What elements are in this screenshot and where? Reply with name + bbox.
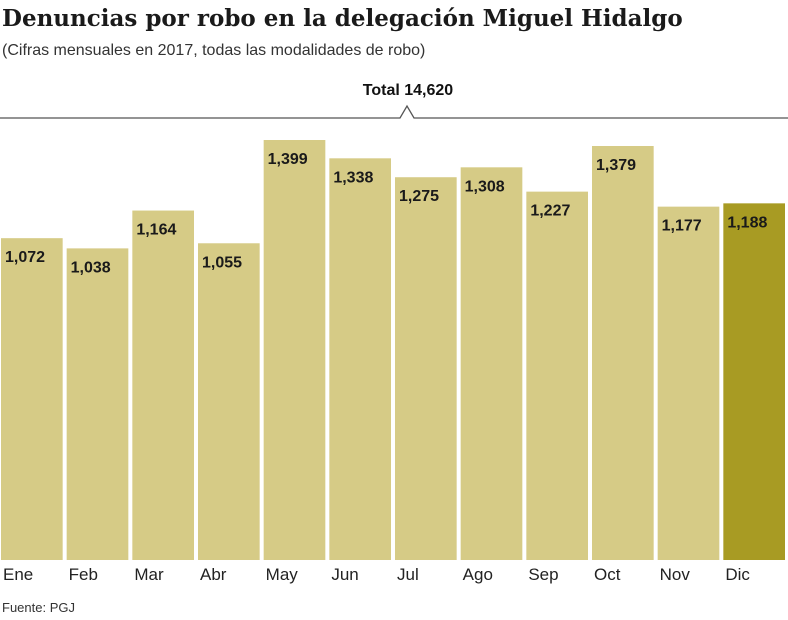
value-label: 1,399 [268, 151, 308, 168]
bar [723, 203, 785, 560]
value-label: 1,177 [662, 218, 702, 235]
bar [1, 238, 63, 561]
chart-subtitle: (Cifras mensuales en 2017, todas las mod… [2, 42, 425, 59]
bar [657, 206, 720, 561]
x-tick-label: Jun [331, 565, 358, 584]
x-tick-label: Feb [69, 565, 98, 584]
bar [592, 146, 654, 561]
chart-title: Denuncias por robo en la delegación Migu… [2, 5, 683, 32]
value-label: 1,308 [465, 178, 505, 195]
bar [66, 248, 129, 560]
value-label: 1,038 [71, 259, 111, 276]
bar [263, 140, 326, 560]
x-tick-label: Nov [660, 565, 691, 584]
value-label: 1,379 [596, 157, 636, 174]
x-tick-label: Dic [725, 565, 750, 584]
bar [329, 158, 391, 560]
total-bracket [0, 104, 788, 119]
bar [395, 177, 457, 560]
x-tick-label: Abr [200, 565, 227, 584]
x-tick-label: Jul [397, 565, 419, 584]
bar [526, 191, 588, 560]
value-label: 1,055 [202, 254, 242, 271]
x-tick-label: Ene [3, 565, 33, 584]
bar [460, 167, 523, 560]
value-label: 1,227 [530, 203, 570, 220]
total-annotation: Total 14,620 [363, 82, 454, 99]
bar [132, 210, 194, 560]
x-tick-label: Sep [528, 565, 558, 584]
value-label: 1,338 [333, 169, 373, 186]
value-label: 1,188 [727, 214, 767, 231]
x-tick-label: Oct [594, 565, 621, 584]
x-tick-label: Ago [463, 565, 493, 584]
value-label: 1,072 [5, 249, 45, 266]
value-label: 1,164 [136, 222, 176, 239]
x-tick-label: Mar [134, 565, 164, 584]
bar [198, 243, 260, 560]
value-label: 1,275 [399, 188, 439, 205]
x-tick-label: May [266, 565, 299, 584]
source: Fuente: PGJ [2, 600, 75, 615]
